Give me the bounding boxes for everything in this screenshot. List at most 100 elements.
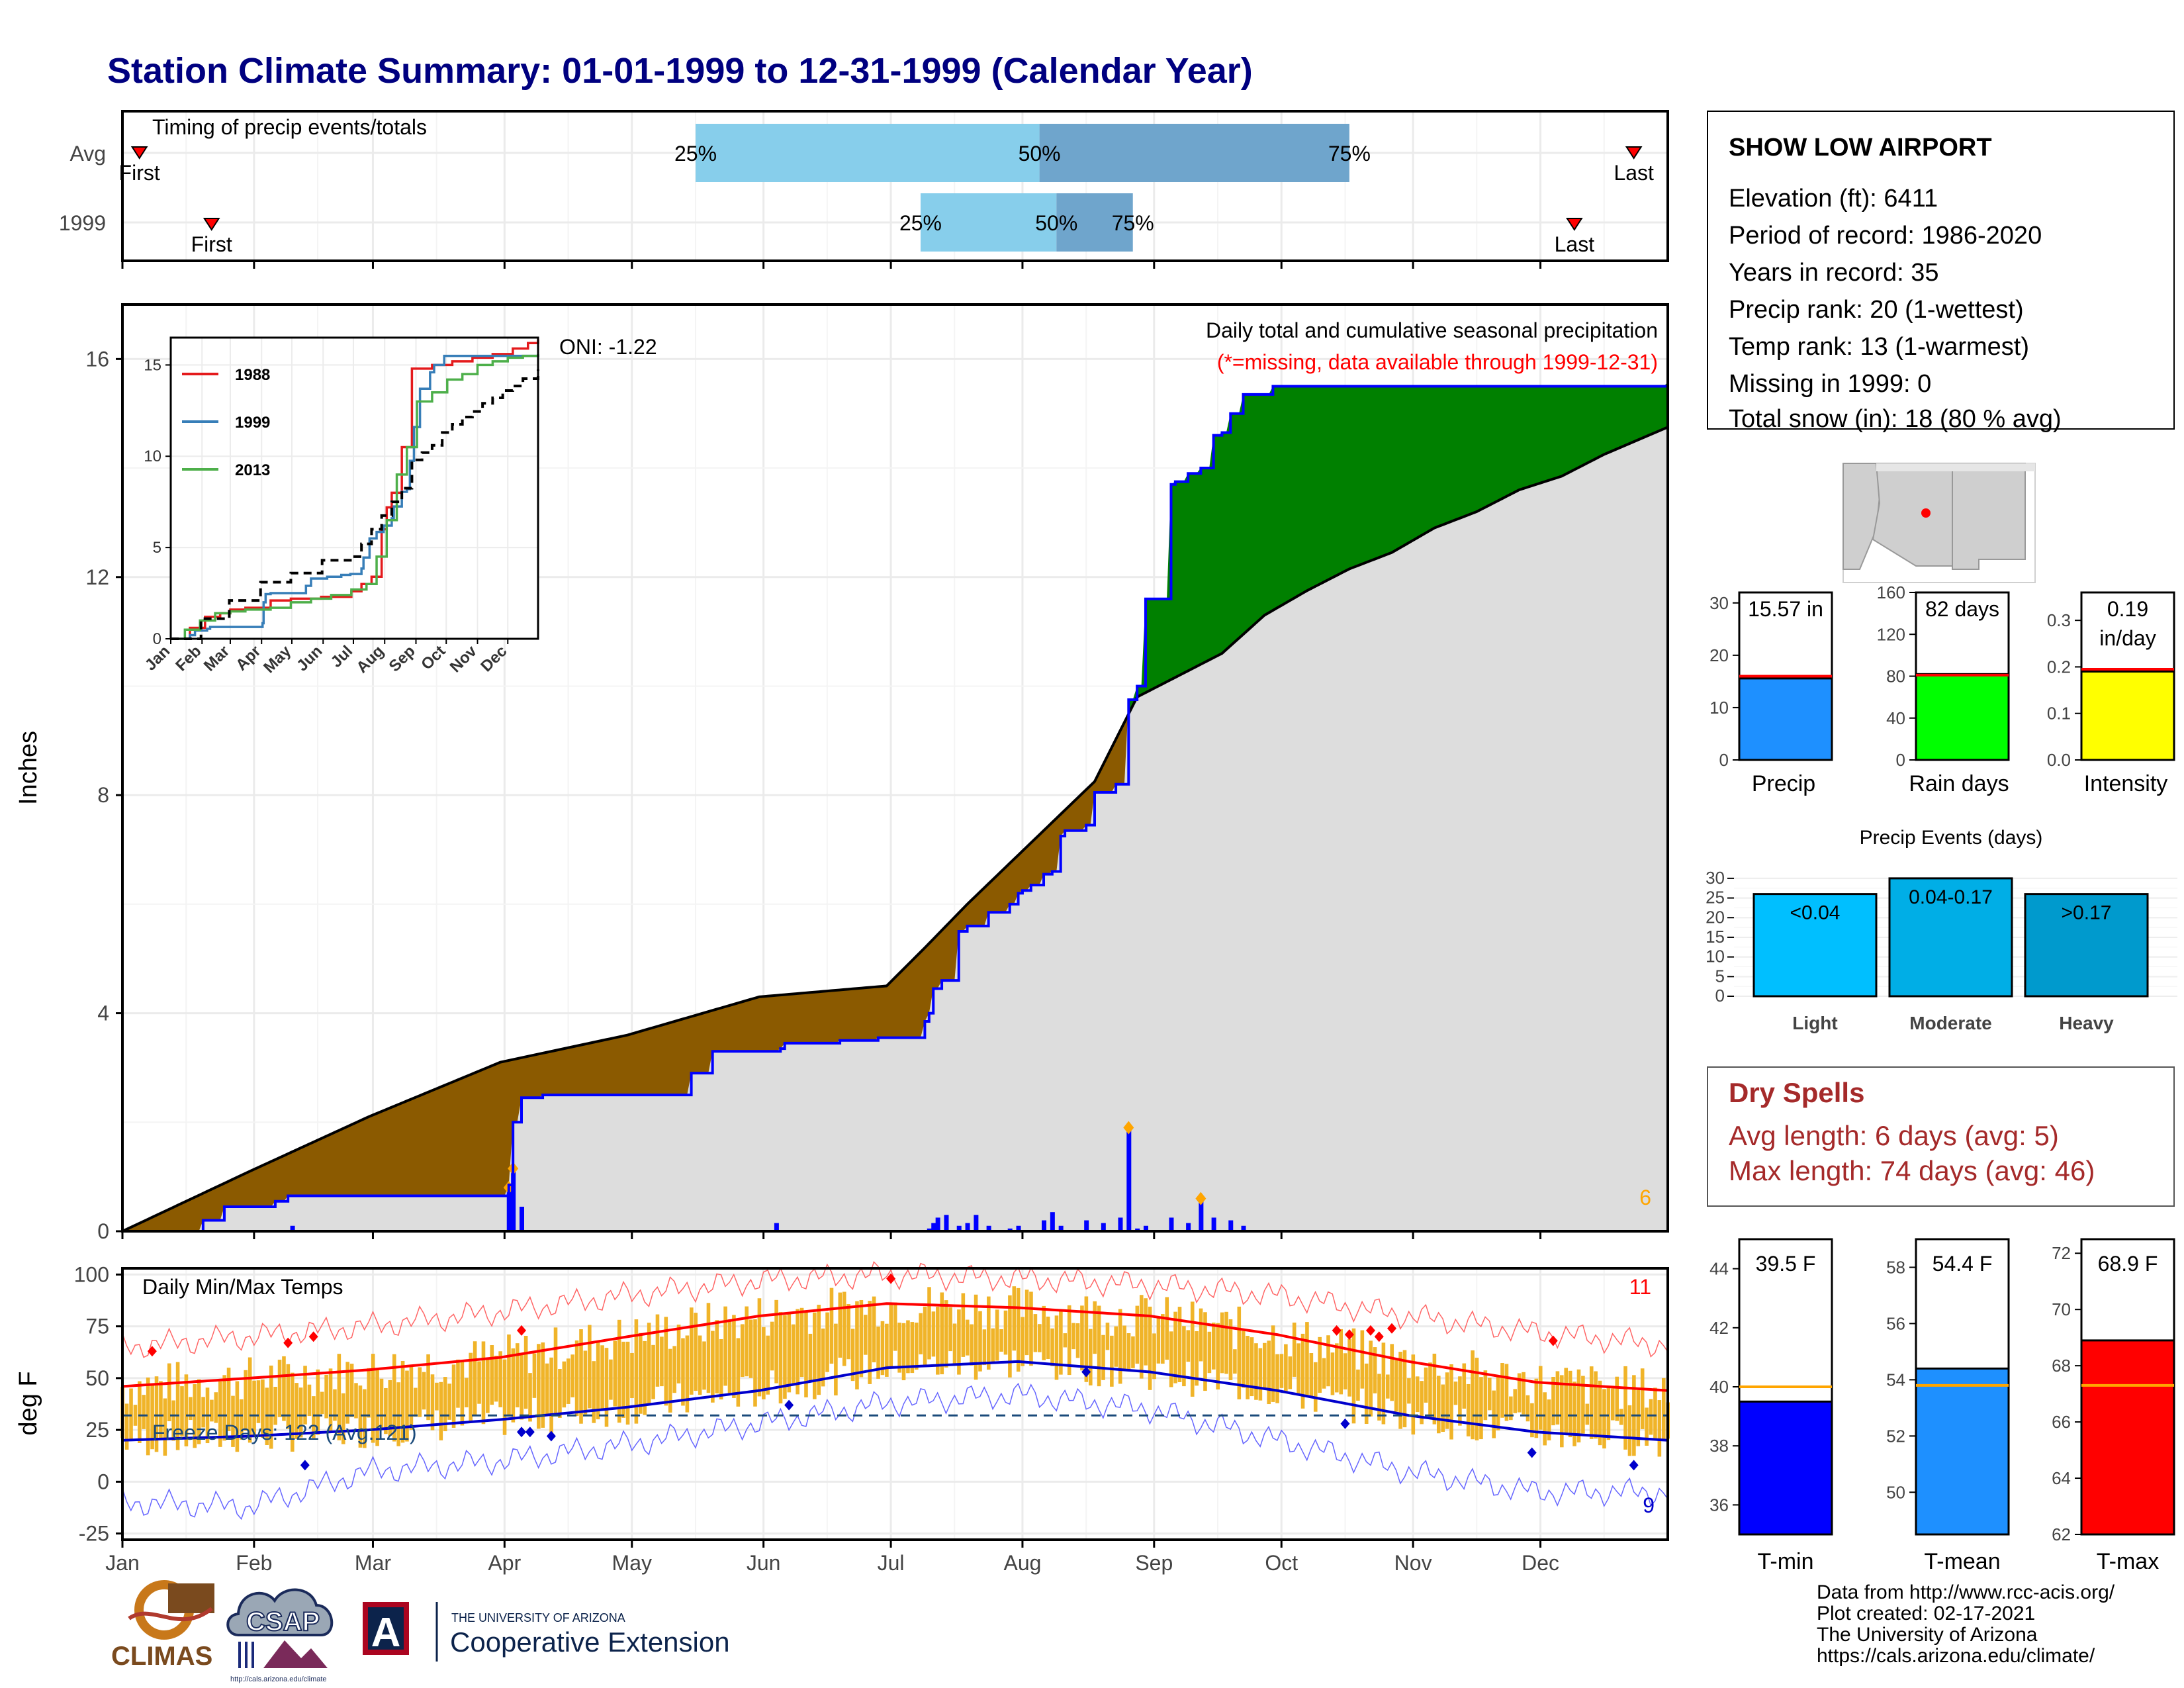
record-low-marker bbox=[1081, 1366, 1091, 1378]
temp-range-bar bbox=[1122, 1325, 1126, 1371]
daily-precip-bar bbox=[511, 1168, 516, 1231]
temp-range-bar bbox=[515, 1343, 520, 1408]
temp-range-bar bbox=[783, 1315, 787, 1399]
daily-precip-bar bbox=[1126, 1127, 1132, 1231]
ua-main-text: Cooperative Extension bbox=[450, 1626, 730, 1658]
temp-range-bar bbox=[333, 1389, 337, 1421]
temp-range-bar bbox=[354, 1383, 358, 1419]
temp-range-bar bbox=[948, 1307, 952, 1352]
temp-range-bar bbox=[694, 1313, 698, 1391]
temp-range-bar bbox=[974, 1294, 978, 1380]
temp-range-bar bbox=[1347, 1338, 1351, 1397]
temp-range-bar bbox=[702, 1341, 706, 1390]
daily-precip-bar bbox=[935, 1217, 940, 1231]
arizona-locator-map bbox=[1843, 463, 2036, 583]
temp-range-bar bbox=[240, 1399, 244, 1440]
normal-precip-area bbox=[122, 427, 1668, 1231]
temp-range-bar bbox=[1088, 1329, 1093, 1385]
temp-range-bar bbox=[625, 1341, 630, 1425]
events-tick-label-1: 5 bbox=[1715, 966, 1725, 986]
station-temp-rank: Temp rank: 13 (1-warmest) bbox=[1729, 333, 2029, 361]
temp-range-bar bbox=[1351, 1328, 1356, 1424]
temp-range-bar bbox=[358, 1385, 363, 1448]
temp-range-bar bbox=[256, 1380, 261, 1423]
daily-precip-bar bbox=[974, 1215, 979, 1231]
temp-summary-tick-label-T-mean-4: 58 bbox=[1886, 1257, 1905, 1277]
temp-summary-label-T-max: T-max bbox=[2097, 1549, 2159, 1574]
temp-range-bar bbox=[1118, 1309, 1122, 1384]
temp-range-bar bbox=[388, 1380, 392, 1436]
precip-panel: Inches Daily total and cumulative season… bbox=[15, 303, 1669, 1243]
temp-range-bar bbox=[655, 1314, 660, 1387]
temp-range-bar bbox=[528, 1373, 532, 1422]
temp-range-bar bbox=[1657, 1400, 1662, 1457]
temp-range-bar bbox=[375, 1369, 379, 1446]
timing-marker-first-Avg bbox=[130, 146, 148, 160]
temp-range-bar bbox=[396, 1382, 400, 1446]
record-low-marker bbox=[1527, 1447, 1537, 1458]
temp-range-bar bbox=[320, 1391, 324, 1415]
temp-range-bar bbox=[1640, 1368, 1645, 1429]
temp-range-bar bbox=[846, 1304, 850, 1360]
temp-range-bar bbox=[965, 1319, 970, 1356]
temp-range-bar bbox=[244, 1370, 248, 1431]
temp-range-bar bbox=[1627, 1405, 1632, 1456]
climas-logo-block bbox=[168, 1583, 214, 1613]
temp-range-bar bbox=[1267, 1340, 1271, 1405]
temp-range-bar bbox=[269, 1365, 273, 1449]
temp-range-bar bbox=[1436, 1376, 1441, 1434]
temp-range-bar bbox=[1046, 1316, 1050, 1360]
temp-range-bar bbox=[732, 1315, 736, 1399]
temp-range-bar bbox=[1173, 1311, 1177, 1383]
temp-range-bar bbox=[231, 1395, 235, 1447]
temp-range-bar bbox=[312, 1396, 316, 1438]
temp-range-bar bbox=[639, 1333, 643, 1414]
record-high-marker bbox=[1548, 1335, 1558, 1346]
temp-range-bar bbox=[1050, 1328, 1054, 1366]
temp-range-bar bbox=[931, 1311, 936, 1357]
daily-precip-bar bbox=[1118, 1217, 1123, 1231]
station-snow: Total snow (in): 18 (80 % avg) bbox=[1729, 405, 2062, 433]
events-title: Precip Events (days) bbox=[1860, 827, 2043, 849]
temp-range-bar bbox=[1080, 1305, 1084, 1371]
temp-range-bar bbox=[1424, 1367, 1428, 1403]
temp-range-bar bbox=[286, 1364, 291, 1429]
temp-range-bar bbox=[1530, 1403, 1534, 1438]
record-low-marker bbox=[516, 1427, 526, 1438]
temp-ytick-label-3: 50 bbox=[85, 1366, 109, 1390]
events-bar-Heavy bbox=[2024, 893, 2149, 998]
temp-range-bar bbox=[1148, 1306, 1152, 1390]
inset-legend-label-1999: 1999 bbox=[235, 414, 270, 432]
summary-bar-Rain days bbox=[1915, 673, 2010, 761]
climas-logo: CLIMAS bbox=[111, 1580, 214, 1671]
temp-range-bar bbox=[154, 1376, 159, 1452]
temp-range-bar bbox=[371, 1354, 375, 1443]
temp-range-bar bbox=[1233, 1349, 1237, 1374]
temp-range-bar bbox=[1534, 1378, 1539, 1438]
temp-range-bar bbox=[715, 1320, 719, 1393]
temp-range-bar bbox=[1300, 1333, 1305, 1409]
footer: CLIMAS CSAP http://cals.arizona.edu/clim… bbox=[111, 1580, 2115, 1683]
timing-marker-text-first-Avg: First bbox=[119, 161, 160, 185]
temp-range-bar bbox=[214, 1392, 218, 1423]
temp-range-bar bbox=[1207, 1331, 1212, 1374]
temp-range-bar bbox=[430, 1374, 435, 1430]
temp-range-bar bbox=[1114, 1326, 1118, 1367]
temp-range-bar bbox=[1199, 1308, 1203, 1362]
temp-range-bar bbox=[1126, 1333, 1131, 1371]
month-label-2: Mar bbox=[355, 1551, 391, 1575]
temp-summary-label-T-min: T-min bbox=[1758, 1549, 1814, 1574]
temp-range-bar bbox=[1479, 1377, 1483, 1440]
temp-range-bar bbox=[163, 1398, 167, 1456]
temp-range-bar bbox=[1560, 1375, 1564, 1448]
temp-range-bar bbox=[1258, 1348, 1263, 1401]
temp-range-bar bbox=[647, 1323, 651, 1405]
daily-precip-bar bbox=[931, 1223, 936, 1231]
temp-range-bar bbox=[222, 1375, 226, 1441]
daily-precip-marker bbox=[1123, 1121, 1134, 1135]
temp-range-bar bbox=[1661, 1378, 1666, 1440]
temp-range-bar bbox=[1398, 1352, 1402, 1429]
csap-cloud bbox=[226, 1588, 334, 1636]
temp-range-bar bbox=[1432, 1353, 1437, 1425]
timing-bar-q2-Avg bbox=[1039, 124, 1349, 182]
